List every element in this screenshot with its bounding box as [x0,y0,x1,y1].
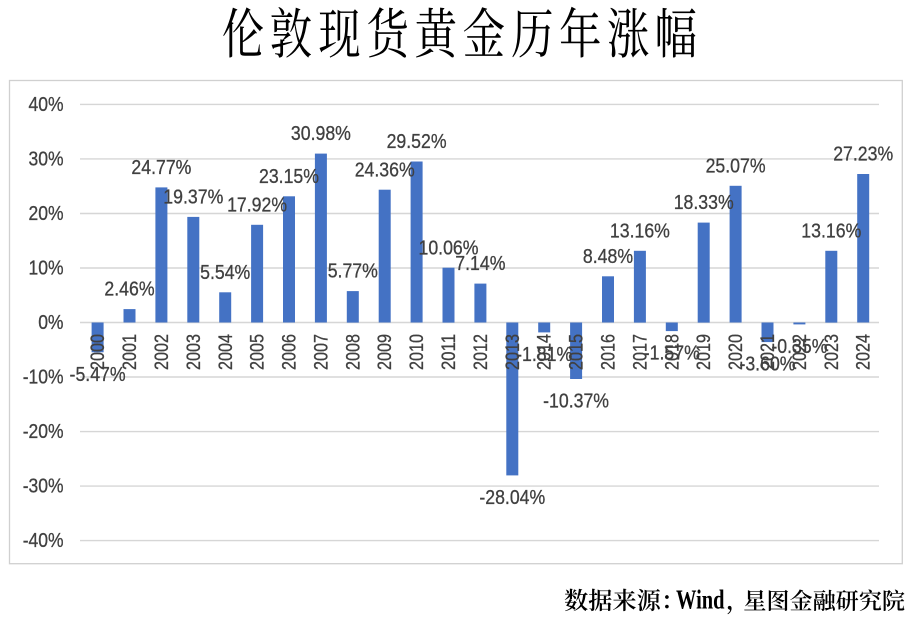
svg-text:2023: 2023 [822,334,843,370]
svg-text:24.36%: 24.36% [355,158,415,181]
svg-text:2010: 2010 [407,334,428,370]
svg-text:2004: 2004 [216,334,237,370]
svg-text:2009: 2009 [375,334,396,370]
svg-text:2024: 2024 [854,334,875,370]
svg-text:24.77%: 24.77% [131,156,191,179]
svg-text:-10%: -10% [23,366,64,388]
svg-text:10%: 10% [29,257,64,279]
svg-text:2017: 2017 [630,334,651,370]
svg-text:-28.04%: -28.04% [479,486,545,509]
svg-text:2013: 2013 [503,334,524,370]
svg-text:2.46%: 2.46% [104,278,154,301]
svg-text:-3.60%: -3.60% [739,353,795,376]
svg-text:23.15%: 23.15% [259,165,319,188]
svg-text:10.06%: 10.06% [419,236,479,259]
svg-text:2005: 2005 [248,334,269,370]
svg-text:5.77%: 5.77% [328,260,378,283]
svg-text:30%: 30% [29,148,64,170]
svg-text:-20%: -20% [23,421,64,443]
svg-text:2020: 2020 [726,334,747,370]
svg-text:40%: 40% [29,94,64,116]
svg-text:2011: 2011 [439,334,460,370]
svg-text:2000: 2000 [88,334,109,370]
svg-text:2014: 2014 [535,334,556,370]
svg-text:Wind: Wind [676,585,725,615]
svg-text:5.54%: 5.54% [200,261,250,284]
svg-text:-40%: -40% [23,530,64,552]
svg-text:-5.47%: -5.47% [70,363,126,386]
svg-text:2015: 2015 [567,334,588,370]
svg-text:2003: 2003 [184,334,205,370]
svg-text:7.14%: 7.14% [455,252,505,275]
svg-text:2002: 2002 [152,334,173,370]
svg-text:25.07%: 25.07% [706,154,766,177]
svg-text:2019: 2019 [694,334,715,370]
svg-text:2012: 2012 [471,334,492,370]
svg-text:2007: 2007 [311,334,332,370]
svg-text:2008: 2008 [343,334,364,370]
svg-text:27.23%: 27.23% [833,143,893,166]
svg-text:2018: 2018 [662,334,683,370]
svg-text:-10.37%: -10.37% [543,390,609,413]
svg-text:29.52%: 29.52% [387,130,447,153]
svg-text:8.48%: 8.48% [583,245,633,268]
svg-text:2006: 2006 [280,334,301,370]
svg-text:-30%: -30% [23,476,64,498]
svg-text:17.92%: 17.92% [227,193,287,216]
svg-text:18.33%: 18.33% [674,191,734,214]
svg-text:2001: 2001 [120,334,141,370]
svg-text:2016: 2016 [599,334,620,370]
svg-text:-0.35%: -0.35% [771,335,827,358]
svg-text:2021: 2021 [758,334,779,370]
svg-text:13.16%: 13.16% [801,219,861,242]
svg-text:19.37%: 19.37% [163,186,223,209]
svg-text:-1.81%: -1.81% [516,343,572,366]
svg-text:2022: 2022 [790,334,811,370]
svg-text:-1.57%: -1.57% [644,342,700,365]
svg-text:13.16%: 13.16% [610,219,670,242]
svg-text:20%: 20% [29,203,64,225]
svg-text:30.98%: 30.98% [291,122,351,145]
svg-text:0%: 0% [38,312,63,334]
